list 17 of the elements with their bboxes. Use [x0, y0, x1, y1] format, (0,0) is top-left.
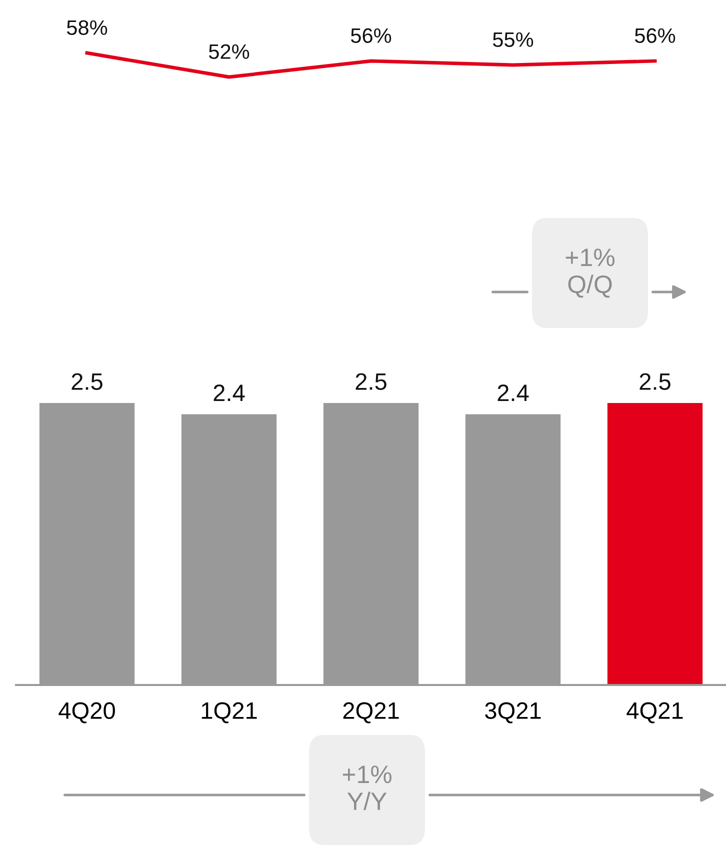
- data-label: 2.5: [640, 373, 670, 390]
- data-label: 2.5: [72, 373, 102, 390]
- data-label: 56%: [350, 28, 392, 43]
- text: +1% Q/Q: [566, 248, 614, 298]
- x-tick-label: 4Q21: [626, 702, 683, 724]
- data-label: 2.4: [498, 384, 529, 401]
- x-tick-label: 2Q21: [343, 702, 399, 724]
- data-label: 52%: [208, 44, 250, 59]
- data-label: 2.5: [356, 373, 386, 390]
- text: +1% Y/Y: [342, 766, 392, 810]
- data-label: 58%: [66, 20, 108, 35]
- x-tick-label: 1Q21: [202, 702, 257, 724]
- x-tick-label: 3Q21: [485, 702, 541, 724]
- data-label: 55%: [492, 32, 534, 47]
- x-tick-label: 4Q20: [58, 702, 115, 724]
- data-label: 2.4: [214, 384, 245, 401]
- data-label: 56%: [634, 28, 676, 43]
